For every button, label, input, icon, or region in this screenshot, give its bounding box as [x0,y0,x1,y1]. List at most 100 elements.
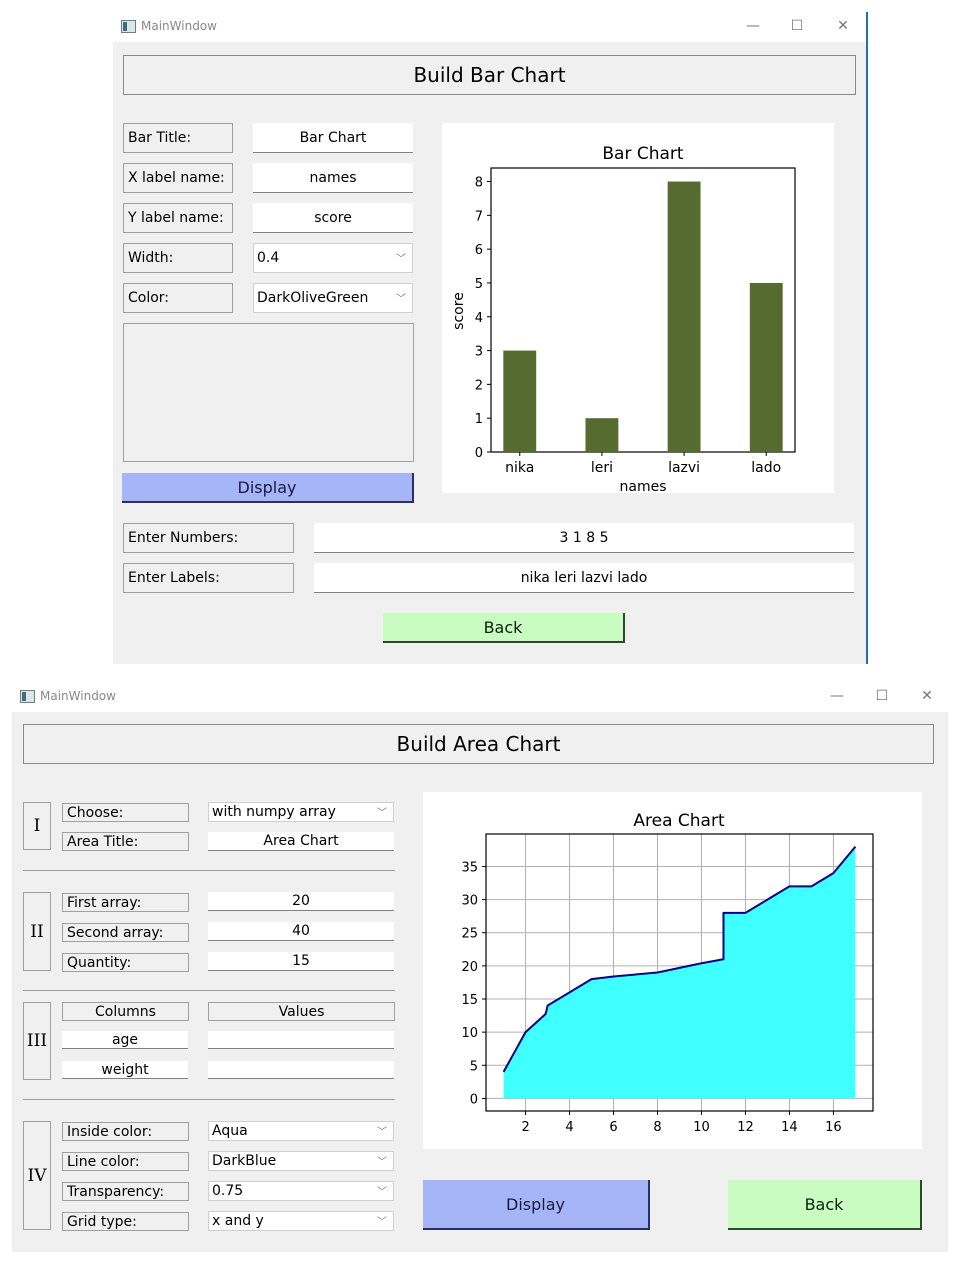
svg-text:lado: lado [751,460,781,476]
page-title: Build Bar Chart [123,55,856,95]
chevron-down-icon: ﹀ [396,293,406,305]
color-value: DarkOliveGreen [257,290,369,306]
chevron-down-icon: ﹀ [377,1216,387,1228]
inside-color-value: Aqua [212,1123,248,1139]
svg-text:2: 2 [521,1120,529,1135]
svg-text:12: 12 [737,1120,754,1135]
enter-labels-label: Enter Labels: [123,563,294,593]
notes-textarea[interactable] [123,323,414,462]
y-label-name-input[interactable]: score [253,203,413,233]
choose-dropdown[interactable]: with numpy array ﹀ [208,802,394,822]
column-age[interactable]: age [62,1031,188,1049]
bars [503,181,783,452]
y-axis-ticks: 0 5 10 15 20 25 30 35 [461,860,486,1107]
width-dropdown[interactable]: 0.4 ﹀ [253,243,413,273]
quantity-input[interactable]: 15 [208,952,394,971]
title-bar: MainWindow — ☐ ✕ [12,682,948,712]
x-label-name-input[interactable]: names [253,163,413,193]
svg-text:1: 1 [475,412,483,427]
transparency-value: 0.75 [212,1183,244,1199]
minimize-button[interactable]: — [746,18,760,34]
svg-text:30: 30 [461,894,478,909]
x-axis-label: names [620,479,667,493]
second-array-input[interactable]: 40 [208,922,394,941]
color-label: Color: [123,283,233,313]
maximize-button[interactable]: ☐ [790,18,804,34]
svg-text:35: 35 [461,860,478,875]
y-axis-ticks: 0 1 2 3 4 5 6 7 8 [475,176,491,461]
svg-text:16: 16 [825,1120,842,1135]
svg-text:leri: leri [591,460,613,476]
choose-label: Choose: [62,803,189,822]
section-ii-marker: II [23,892,51,971]
svg-text:8: 8 [653,1120,661,1135]
chevron-down-icon: ﹀ [377,1156,387,1168]
bar-chart-window: MainWindow — ☐ ✕ Build Bar Chart Bar Tit… [113,12,868,664]
value-weight-input[interactable] [208,1061,394,1079]
display-button[interactable]: Display [423,1180,650,1230]
back-button[interactable]: Back [383,613,625,643]
svg-text:15: 15 [461,993,478,1008]
svg-text:14: 14 [781,1120,798,1135]
y-axis-label: score [451,292,467,330]
app-icon [121,20,136,33]
color-dropdown[interactable]: DarkOliveGreen ﹀ [253,283,413,313]
line-color-value: DarkBlue [212,1153,277,1169]
x-axis-ticks: 2 4 6 8 10 12 14 16 [521,1111,842,1135]
enter-numbers-label: Enter Numbers: [123,523,294,553]
quantity-label: Quantity: [62,953,189,972]
enter-labels-input[interactable]: nika leri lazvi lado [314,563,854,593]
svg-text:0: 0 [475,446,483,461]
maximize-button[interactable]: ☐ [875,688,889,704]
window-title: MainWindow [40,689,116,703]
svg-text:10: 10 [693,1120,710,1135]
grid-type-value: x and y [212,1213,264,1229]
bar-title-input[interactable]: Bar Chart [253,123,413,153]
area-title-input[interactable]: Area Chart [208,832,394,851]
columns-header: Columns [62,1002,189,1021]
svg-text:4: 4 [475,311,483,326]
area-chart-window: MainWindow — ☐ ✕ Build Area Chart I Choo… [12,682,948,1252]
svg-text:0: 0 [470,1092,478,1107]
app-icon [20,690,35,703]
column-weight[interactable]: weight [62,1061,188,1079]
first-array-input[interactable]: 20 [208,892,394,911]
svg-text:2: 2 [475,378,483,393]
area-chart: Area Chart 0 5 10 15 20 25 30 35 2 4 6 8 10 12 14 16 [423,792,922,1149]
chart-title: Area Chart [633,811,725,831]
value-age-input[interactable] [208,1031,394,1049]
enter-numbers-input[interactable]: 3 1 8 5 [314,523,854,553]
choose-value: with numpy array [212,804,336,820]
svg-text:6: 6 [475,243,483,258]
width-label: Width: [123,243,233,273]
svg-text:20: 20 [461,960,478,975]
transparency-label: Transparency: [62,1182,189,1201]
bar-chart: Bar Chart 0 1 2 3 4 5 6 7 8 nika leri lazvi lado na… [442,123,834,495]
divider [23,990,395,991]
close-button[interactable]: ✕ [921,688,933,704]
svg-text:4: 4 [565,1120,573,1135]
svg-text:3: 3 [475,345,483,360]
y-label-name-label: Y label name: [123,203,233,233]
area-fill [503,846,856,1099]
line-color-dropdown[interactable]: DarkBlue ﹀ [208,1151,394,1171]
back-button[interactable]: Back [728,1180,922,1230]
svg-text:lazvi: lazvi [668,460,700,476]
area-chart-svg: Area Chart 0 5 10 15 20 25 30 35 2 4 6 8 10 12 14 16 [461,811,874,1135]
grid-type-dropdown[interactable]: x and y ﹀ [208,1211,394,1231]
minimize-button[interactable]: — [830,688,844,704]
x-label-name-label: X label name: [123,163,233,193]
transparency-dropdown[interactable]: 0.75 ﹀ [208,1181,394,1201]
chevron-down-icon: ﹀ [377,1186,387,1198]
svg-text:7: 7 [475,209,483,224]
width-value: 0.4 [257,250,280,266]
divider [23,1099,395,1100]
display-button[interactable]: Display [122,473,414,503]
close-button[interactable]: ✕ [837,18,849,34]
svg-text:8: 8 [475,176,483,191]
inside-color-dropdown[interactable]: Aqua ﹀ [208,1121,394,1141]
window-title: MainWindow [141,19,217,33]
line-color-label: Line color: [62,1152,189,1171]
area-line [502,845,857,1073]
section-i-marker: I [23,802,51,850]
